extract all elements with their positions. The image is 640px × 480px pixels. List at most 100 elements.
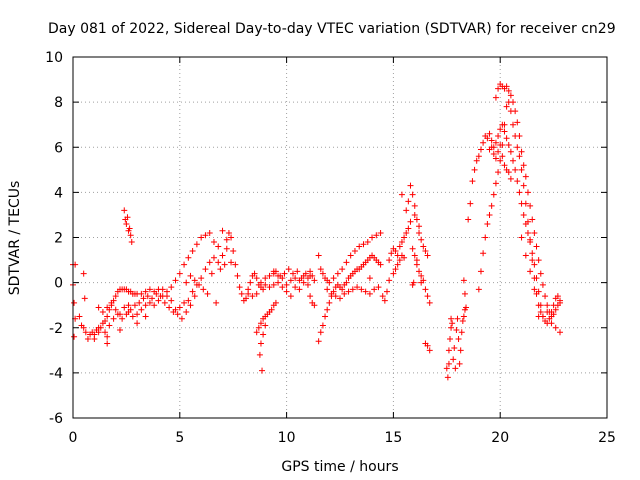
data-point-plus [544, 302, 551, 309]
data-point-plus [377, 261, 384, 268]
data-point-plus [183, 308, 190, 315]
data-point-plus [407, 182, 414, 189]
data-point-plus [294, 268, 301, 275]
data-point-plus [531, 229, 538, 236]
data-point-plus [304, 281, 311, 288]
y-tick-label: 2 [54, 231, 63, 247]
data-point-plus [451, 345, 458, 352]
data-point-plus [520, 182, 527, 189]
data-point-plus [80, 270, 87, 277]
data-point-plus [126, 225, 133, 232]
data-point-plus [527, 202, 534, 209]
data-point-plus [448, 324, 455, 331]
data-point-plus [529, 216, 536, 223]
data-point-plus [219, 252, 226, 259]
data-point-plus [76, 313, 83, 320]
data-point-plus [181, 299, 188, 306]
data-point-plus [253, 290, 260, 297]
y-tick-label: 8 [54, 95, 63, 111]
axis-ticks [72, 56, 608, 419]
data-point-plus [343, 259, 350, 266]
data-point-plus [460, 277, 467, 284]
data-point-plus [202, 266, 209, 273]
data-point-plus [422, 248, 429, 255]
data-point-plus [388, 250, 395, 257]
data-point-plus [217, 266, 224, 273]
data-point-plus [386, 257, 393, 264]
data-point-plus [443, 365, 450, 372]
data-point-plus [542, 293, 549, 300]
data-point-plus [311, 302, 318, 309]
data-point-plus [317, 266, 324, 273]
data-point-plus [524, 218, 531, 225]
x-axis-label: GPS time / hours [281, 459, 398, 475]
y-axis-label: SDTVAR / TECUs [7, 181, 23, 296]
data-point-plus [495, 85, 502, 92]
data-point-plus [364, 239, 371, 246]
data-point-plus [123, 220, 130, 227]
data-point-plus [257, 340, 264, 347]
data-point-plus [531, 261, 538, 268]
data-point-plus [270, 281, 277, 288]
data-point-plus [516, 153, 523, 160]
data-point-plus [531, 286, 538, 293]
data-point-plus [424, 293, 431, 300]
data-point-plus [516, 132, 523, 139]
data-point-plus [198, 234, 205, 241]
data-point-plus [253, 275, 260, 282]
grid-lines [73, 57, 607, 418]
data-point-plus [503, 135, 510, 142]
data-point-plus [416, 223, 423, 230]
data-point-plus [557, 329, 564, 336]
data-point-plus [503, 83, 510, 90]
data-point-plus [80, 324, 87, 331]
data-point-plus [495, 169, 502, 176]
data-point-plus [410, 279, 417, 286]
data-point-plus [495, 132, 502, 139]
data-point-plus [322, 313, 329, 320]
data-point-plus [290, 270, 297, 277]
data-point-plus [444, 374, 451, 381]
data-point-plus [153, 290, 160, 297]
data-point-plus [480, 250, 487, 257]
data-point-plus [319, 322, 326, 329]
data-point-plus [473, 157, 480, 164]
data-point-plus [155, 297, 162, 304]
data-point-plus [307, 272, 314, 279]
data-point-plus [125, 302, 132, 309]
data-point-plus [187, 302, 194, 309]
data-point-plus [537, 270, 544, 277]
data-point-plus [104, 333, 111, 340]
data-point-plus [518, 166, 525, 173]
data-point-plus [170, 308, 177, 315]
data-point-plus [492, 94, 499, 101]
data-point-plus [386, 277, 393, 284]
y-tick-label: 10 [45, 50, 63, 66]
data-point-plus [262, 322, 269, 329]
data-point-plus [533, 290, 540, 297]
data-point-plus [178, 315, 185, 322]
data-point-plus [257, 320, 264, 327]
data-point-plus [482, 234, 489, 241]
data-point-plus [457, 347, 464, 354]
data-point-plus [480, 139, 487, 146]
data-point-plus [424, 342, 431, 349]
data-point-plus [219, 227, 226, 234]
data-point-plus [279, 284, 286, 291]
data-point-plus [193, 241, 200, 248]
x-tick-label: 15 [384, 430, 402, 446]
data-point-plus [447, 336, 454, 343]
data-point-plus [456, 360, 463, 367]
data-point-plus [326, 299, 333, 306]
data-point-plus [272, 299, 279, 306]
data-point-plus [206, 229, 213, 236]
data-point-plus [302, 270, 309, 277]
data-point-plus [477, 268, 484, 275]
data-point-plus [268, 306, 275, 313]
data-point-plus [527, 236, 534, 243]
data-point-plus [121, 207, 128, 214]
data-point-plus [445, 360, 452, 367]
data-point-plus [533, 243, 540, 250]
data-point-plus [116, 327, 123, 334]
